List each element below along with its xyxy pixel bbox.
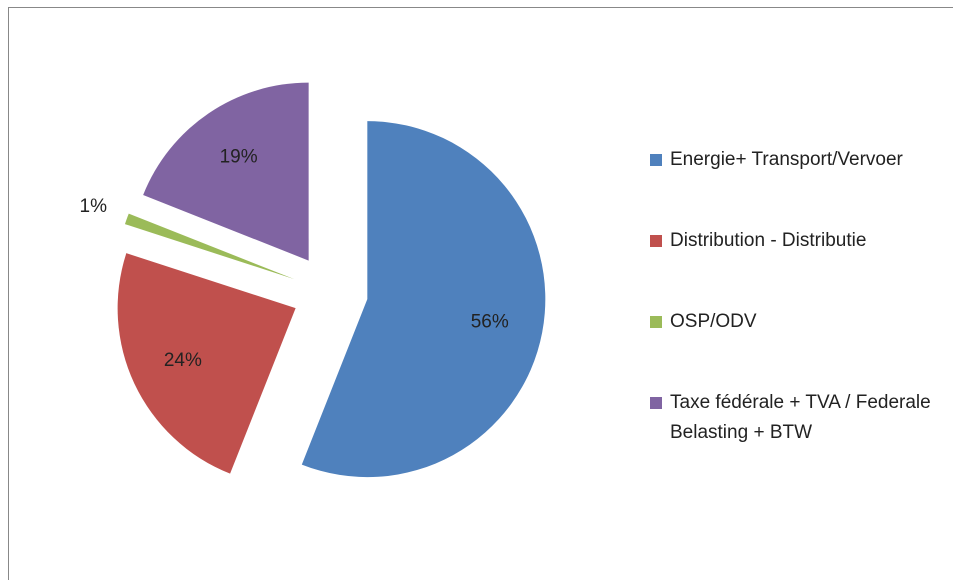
chart-frame (8, 7, 953, 580)
legend: Energie+ Transport/Vervoer Distribution -… (650, 145, 950, 469)
legend-swatch (650, 154, 662, 166)
data-label: 19% (220, 147, 258, 168)
legend-item: Distribution - Distributie (650, 226, 950, 307)
pie-slice (117, 253, 296, 474)
pie-slice (124, 213, 295, 280)
legend-label: Energie+ Transport/Vervoer (670, 149, 903, 170)
legend-item: OSP/ODV (650, 307, 950, 388)
legend-item: Taxe fédérale + TVA / Federale Belasting… (650, 388, 950, 469)
data-label: 24% (164, 350, 202, 371)
data-label: 1% (80, 196, 108, 217)
legend-swatch (650, 397, 662, 409)
legend-label: Taxe fédérale + TVA / Federale Belasting… (670, 392, 931, 443)
data-label: 56% (471, 311, 509, 332)
legend-item: Energie+ Transport/Vervoer (650, 145, 950, 226)
pie-slice (143, 82, 309, 261)
legend-label: OSP/ODV (670, 311, 757, 332)
pie-slice (301, 121, 546, 478)
legend-swatch (650, 316, 662, 328)
legend-label: Distribution - Distributie (670, 230, 867, 251)
legend-swatch (650, 235, 662, 247)
